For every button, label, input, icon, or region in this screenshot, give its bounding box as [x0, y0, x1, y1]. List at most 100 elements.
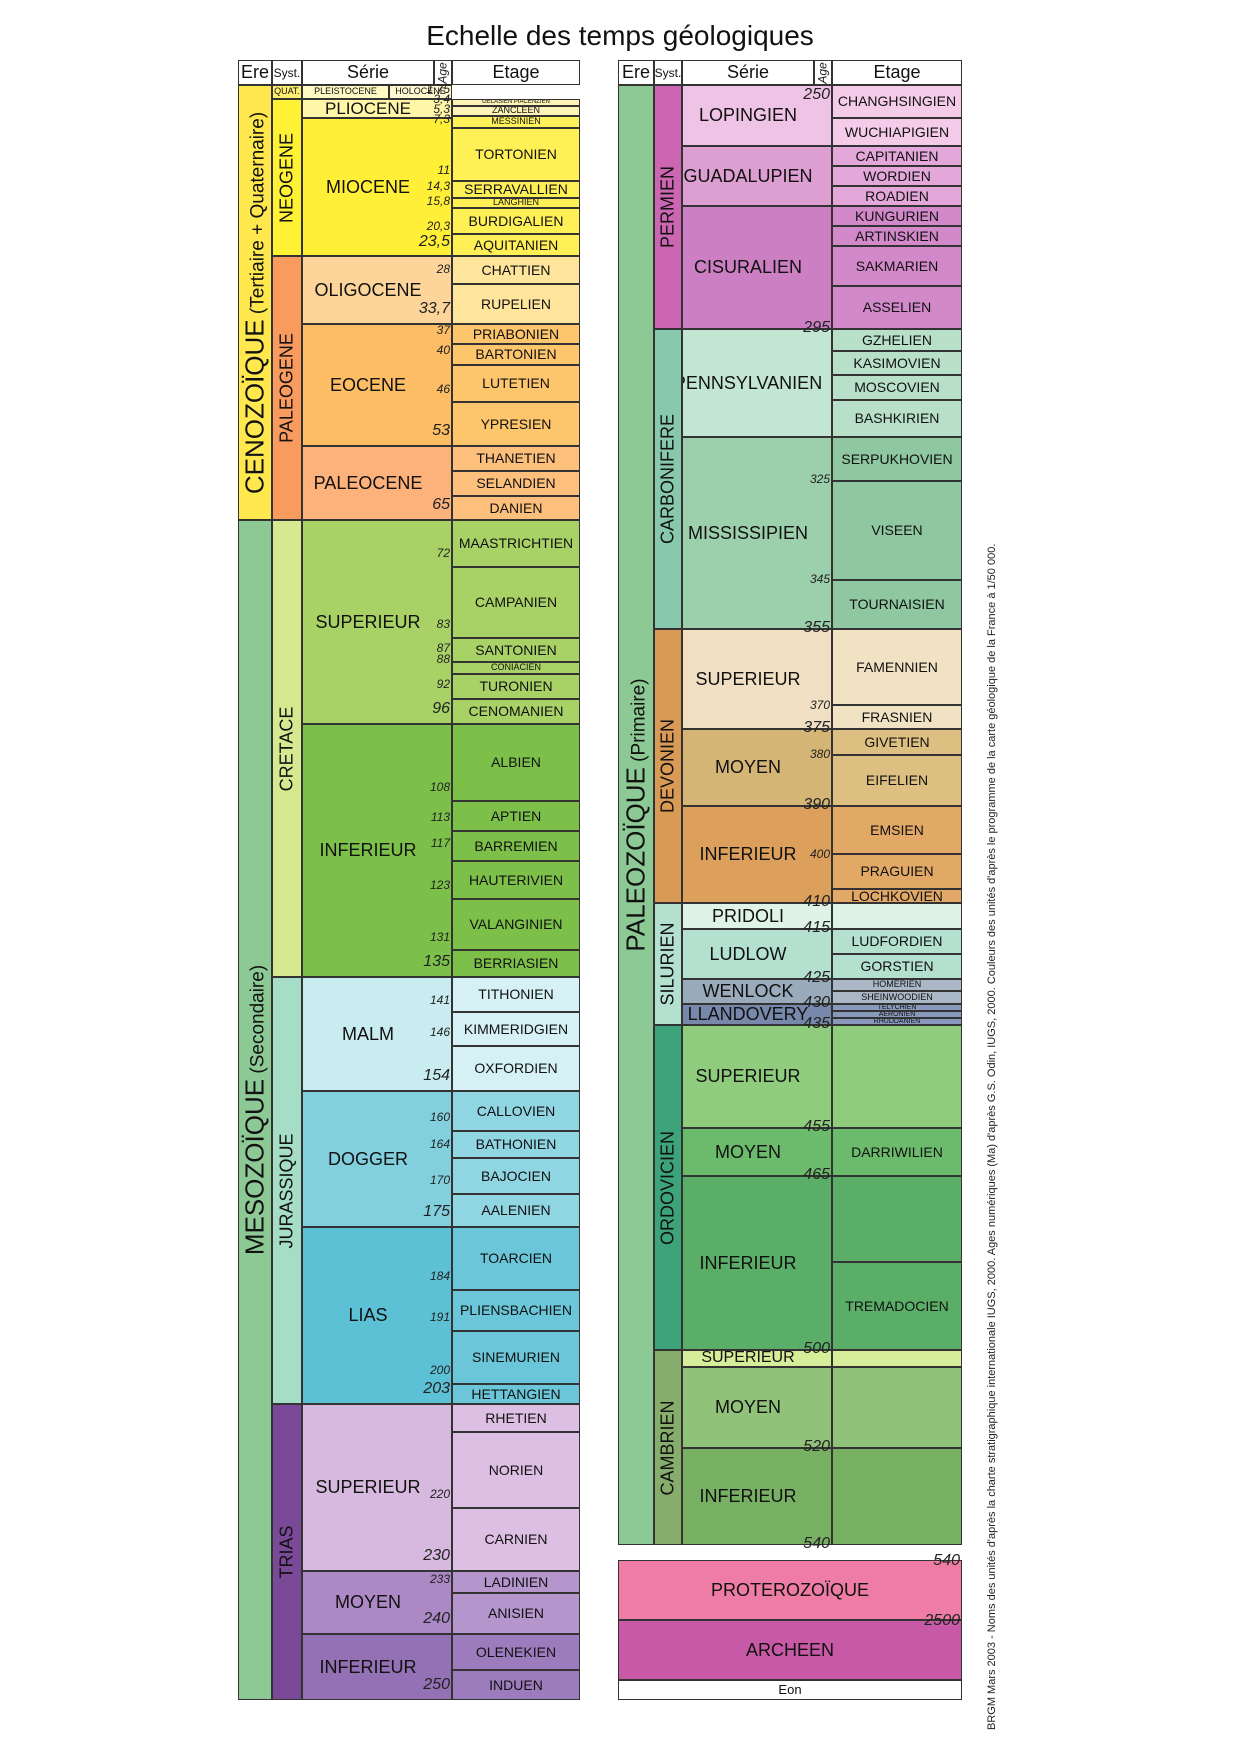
- left-header-age-label: Age: [436, 61, 451, 84]
- right-stage-7: SAKMARIEN: [832, 246, 962, 286]
- left-stage-7: AQUITANIEN: [452, 234, 580, 256]
- right-stage-18: GIVETIEN: [832, 729, 962, 755]
- left-age-label: 123: [429, 877, 450, 892]
- right-stage-27: SHEINWOODIEN: [832, 991, 962, 1004]
- right-series-16: MOYEN: [682, 1367, 832, 1448]
- right-age-label: 540: [803, 1535, 830, 1553]
- left-age-label: 3,4: [433, 91, 450, 106]
- left-stage-14: THANETIEN: [452, 446, 580, 471]
- right-stage-31: [832, 1025, 962, 1128]
- left-age-label: 240: [423, 1610, 450, 1628]
- left-age-label: 135: [423, 953, 450, 971]
- left-stage-10: PRIABONIEN: [452, 324, 580, 344]
- right-age-label: 375: [803, 719, 830, 737]
- right-header-age: Age: [814, 60, 832, 85]
- right-stage-6: ARTINSKIEN: [832, 226, 962, 246]
- left-series-6: PALEOCENE: [302, 446, 452, 520]
- right-stage-11: MOSCOVIEN: [832, 375, 962, 400]
- left-age-label: 88: [436, 651, 450, 666]
- left-age-label: 250: [423, 1676, 450, 1694]
- right-stage-30: RHUDDANIEN: [832, 1018, 962, 1025]
- left-stage-5: LANGHIEN: [452, 198, 580, 208]
- left-stage-4: SERRAVALLIEN: [452, 181, 580, 198]
- left-stage-33: BATHONIEN: [452, 1131, 580, 1158]
- left-stage-27: VALANGINIEN: [452, 899, 580, 950]
- eon-footer-label: Eon: [618, 1680, 962, 1700]
- left-age-label: 160: [429, 1109, 450, 1124]
- left-stage-42: CARNIEN: [452, 1508, 580, 1571]
- left-age-label: 220: [429, 1486, 450, 1501]
- left-system-5: TRIAS: [272, 1404, 302, 1700]
- left-system-3-label: CRETACE: [276, 706, 297, 791]
- left-stage-12: LUTETIEN: [452, 365, 580, 402]
- left-stage-41: NORIEN: [452, 1432, 580, 1508]
- left-stage-38: SINEMURIEN: [452, 1331, 580, 1384]
- right-stage-20: EMSIEN: [832, 806, 962, 854]
- right-age-label: 380: [809, 746, 830, 761]
- left-system-1: NEOGENE: [272, 99, 302, 256]
- right-system-2-label: DEVONIEN: [657, 718, 678, 814]
- right-age-label: 415: [803, 919, 830, 937]
- left-stage-0: GELASIEN PIACENZIEN: [452, 99, 580, 106]
- right-stage-12: BASHKIRIEN: [832, 400, 962, 437]
- left-stage-16: DANIEN: [452, 496, 580, 520]
- right-series-7: INFERIEUR: [682, 806, 832, 903]
- right-age-label: 295: [803, 319, 830, 337]
- left-stage-3: TORTONIEN: [452, 128, 580, 181]
- left-series-12: SUPERIEUR: [302, 1404, 452, 1571]
- right-series-14: INFERIEUR: [682, 1176, 832, 1350]
- left-era-1-label: MESOZOÏQUE (Secondaire): [239, 964, 270, 1256]
- left-age-label: 170: [429, 1172, 450, 1187]
- right-system-5: CAMBRIEN: [654, 1350, 682, 1545]
- right-system-1: CARBONIFERE: [654, 329, 682, 629]
- left-system-0: QUAT.: [272, 85, 302, 99]
- left-age-label: 184: [429, 1268, 450, 1283]
- left-series-0: PLEISTOCENE: [302, 85, 389, 99]
- right-stage-33: [832, 1176, 962, 1262]
- right-series-5: SUPERIEUR: [682, 629, 832, 729]
- right-system-2: DEVONIEN: [654, 629, 682, 903]
- eon-age-label: 540: [933, 1552, 960, 1569]
- right-system-4: ORDOVICIEN: [654, 1025, 682, 1350]
- left-stage-22: CENOMANIEN: [452, 699, 580, 724]
- left-header-serie: Série: [302, 60, 434, 85]
- left-age-label: 15,8: [426, 193, 450, 208]
- left-era-0: CENOZOÏQUE (Tertiaire + Quaternaire): [238, 85, 272, 520]
- left-series-8: INFERIEUR: [302, 724, 452, 977]
- left-era-1: MESOZOÏQUE (Secondaire): [238, 520, 272, 1700]
- right-series-8: PRIDOLI: [682, 903, 832, 929]
- left-header-etage: Etage: [452, 60, 580, 85]
- right-age-label: 345: [809, 571, 830, 586]
- right-stage-19: EIFELIEN: [832, 755, 962, 806]
- left-series-9: MALM: [302, 977, 452, 1091]
- right-series-13: MOYEN: [682, 1128, 832, 1176]
- right-stage-0: CHANGHSINGIEN: [832, 85, 962, 118]
- right-age-label: 250: [803, 86, 830, 104]
- right-stage-24: LUDFORDIEN: [832, 929, 962, 954]
- right-stage-35: [832, 1350, 962, 1367]
- right-header-age-label: Age: [816, 61, 831, 84]
- right-header-etage: Etage: [832, 60, 962, 85]
- left-stage-40: RHETIEN: [452, 1404, 580, 1432]
- left-age-label: 96: [432, 700, 450, 718]
- left-age-label: 37: [436, 322, 450, 337]
- right-series-15: SUPERIEUR: [682, 1350, 832, 1367]
- right-system-1-label: CARBONIFERE: [657, 413, 678, 545]
- left-system-2: PALEOGENE: [272, 256, 302, 520]
- eon-age-label: 2500: [924, 1612, 960, 1629]
- left-stage-8: CHATTIEN: [452, 256, 580, 284]
- chart-title: Echelle des temps géologiques: [426, 20, 814, 51]
- left-series-14: INFERIEUR: [302, 1634, 452, 1700]
- left-stage-30: KIMMERIDGIEN: [452, 1012, 580, 1046]
- left-system-4-label: JURASSIQUE: [276, 1132, 297, 1249]
- left-age-label: 117: [430, 835, 450, 850]
- left-series-1: HOLOCENE: [389, 85, 452, 99]
- left-stage-36: TOARCIEN: [452, 1227, 580, 1290]
- right-stage-36: [832, 1367, 962, 1448]
- left-stage-2: MESSINIEN: [452, 116, 580, 128]
- left-stage-29: TITHONIEN: [452, 977, 580, 1012]
- left-age-label: 11: [437, 162, 450, 177]
- right-series-6: MOYEN: [682, 729, 832, 806]
- right-stage-1: WUCHIAPIGIEN: [832, 118, 962, 146]
- right-stage-21: PRAGUIEN: [832, 854, 962, 889]
